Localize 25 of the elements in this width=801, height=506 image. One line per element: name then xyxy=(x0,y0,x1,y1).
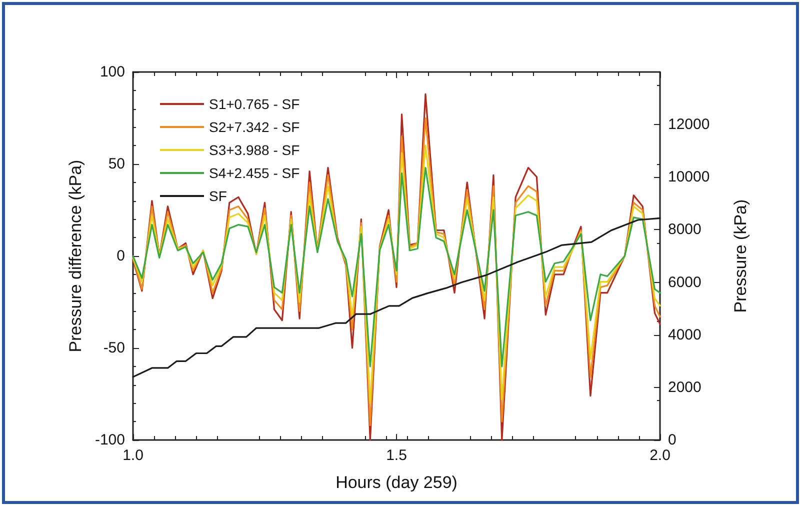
y2-axis-title: Pressure (kPa) xyxy=(731,199,750,313)
y-tick-label: 0 xyxy=(116,248,125,264)
y2-tick-label: 6000 xyxy=(668,274,702,291)
x-tick-label: 1.5 xyxy=(386,447,407,464)
legend-label: SF xyxy=(209,188,227,204)
legend-label: S2+7.342 - SF xyxy=(209,119,300,135)
y2-tick-label: 0 xyxy=(668,432,676,448)
x-tick-label: 1.0 xyxy=(122,447,144,464)
y2-tick-label: 4000 xyxy=(668,326,702,344)
y2-tick-label: 10000 xyxy=(668,168,710,186)
y-axis-title: Pressure difference (kPa) xyxy=(66,160,86,352)
legend-label: S3+3.988 - SF xyxy=(209,142,300,158)
legend-label: S1+0.765 - SF xyxy=(209,96,300,112)
y-tick-label: 100 xyxy=(100,64,125,80)
y-tick-label: -50 xyxy=(103,340,125,356)
y2-tick-label: 2000 xyxy=(668,378,702,396)
x-tick-label: 2.0 xyxy=(650,447,670,464)
legend-label: S4+2.455 - SF xyxy=(209,165,300,181)
y-tick-label: -100 xyxy=(94,432,125,448)
y2-tick-label: 8000 xyxy=(668,221,702,238)
line-series xyxy=(132,166,661,368)
line-series xyxy=(132,144,661,404)
y2-tick-label: 12000 xyxy=(668,116,710,134)
y-tick-label: 50 xyxy=(108,156,125,172)
x-axis-title: Hours (day 259) xyxy=(336,473,458,492)
